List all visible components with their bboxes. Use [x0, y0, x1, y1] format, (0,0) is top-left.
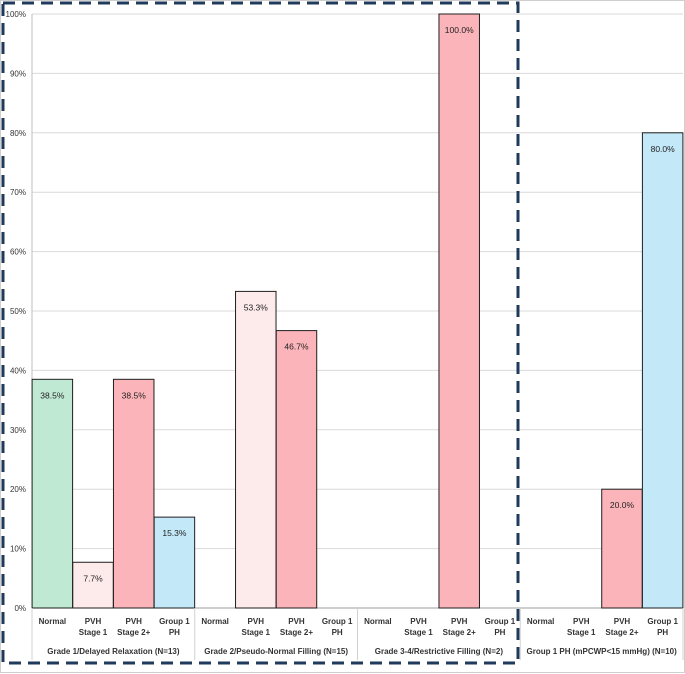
category-label: PH [494, 628, 505, 637]
category-label: PVH [125, 617, 142, 626]
category-label: Stage 2+ [605, 628, 638, 637]
x-axis: Normal PVH Stage 1 PVH Stage 2+ Group 1 PH Grad… [31, 608, 684, 660]
bar-group1_ph [641, 132, 684, 609]
bar-pvh_stage2 [601, 488, 643, 609]
data-label: 80.0% [651, 144, 676, 154]
highlight-dashed-box [1, 1, 520, 665]
data-label: 38.5% [122, 390, 147, 400]
bar-pvh_stage2 [438, 13, 480, 609]
category-label: Stage 1 [567, 628, 596, 637]
category-label: Normal [39, 617, 67, 626]
group-label: Group 1 PH (mPCWP<15 mmHg) (N=10) [527, 647, 678, 656]
category-label: Group 1 [159, 617, 190, 626]
category-label: Stage 2+ [443, 628, 476, 637]
group-label: Grade 2/Pseudo-Normal Filling (N=15) [204, 647, 348, 656]
category-label: Normal [364, 617, 392, 626]
data-label: 53.3% [244, 302, 269, 312]
y-tick-label: 70% [10, 188, 26, 197]
category-label: PH [169, 628, 180, 637]
y-tick-label: 30% [10, 426, 26, 435]
category-label: PH [332, 628, 343, 637]
category-label: Stage 1 [242, 628, 271, 637]
bar-normal [31, 378, 74, 609]
y-tick-label: 10% [10, 545, 26, 554]
highlight-box [1, 1, 520, 665]
data-label: 7.7% [83, 573, 103, 583]
data-label: 20.0% [610, 500, 635, 510]
category-label: PVH [410, 617, 427, 626]
y-tick-label: 80% [10, 129, 26, 138]
y-tick-label: 100% [6, 10, 26, 19]
y-tick-label: 40% [10, 366, 26, 375]
group-label: Grade 1/Delayed Relaxation (N=13) [47, 647, 180, 656]
bar-pvh_stage1 [72, 561, 114, 609]
bar-group1_ph [153, 516, 196, 609]
category-label: Group 1 [485, 617, 516, 626]
y-axis-ticks: 0% 10% 20% 30% 40% 50% 60% 70% 80% 90% 100% [6, 10, 26, 613]
category-label: PVH [248, 617, 265, 626]
category-label: Stage 1 [79, 628, 108, 637]
category-label: Group 1 [647, 617, 678, 626]
data-label: 15.3% [162, 528, 187, 538]
category-label: PVH [573, 617, 590, 626]
group-label: Grade 3-4/Restrictive Filling (N=2) [375, 647, 504, 656]
bar-pvh_stage2 [275, 330, 318, 609]
category-label: PVH [451, 617, 468, 626]
category-label: PVH [614, 617, 631, 626]
data-labels: 38.5% 7.7% 38.5% 15.3% 53.3% 46.7% 100.0% 20.0%… [40, 25, 675, 583]
data-label: 100.0% [445, 25, 474, 35]
data-label: 46.7% [284, 342, 309, 352]
category-label: Stage 1 [404, 628, 433, 637]
bar-pvh_stage1 [235, 290, 277, 609]
bar-pvh_stage2 [112, 378, 155, 609]
y-tick-label: 0% [14, 604, 26, 613]
bars [31, 13, 684, 609]
category-label: PVH [85, 617, 102, 626]
category-label: Group 1 [322, 617, 353, 626]
y-tick-label: 90% [10, 69, 26, 78]
category-label: Stage 2+ [117, 628, 150, 637]
y-tick-label: 20% [10, 485, 26, 494]
category-label: Stage 2+ [280, 628, 313, 637]
y-tick-label: 50% [10, 307, 26, 316]
data-label: 38.5% [40, 390, 65, 400]
category-label: PH [657, 628, 668, 637]
category-label: PVH [288, 617, 305, 626]
y-tick-label: 60% [10, 248, 26, 257]
category-label: Normal [527, 617, 555, 626]
category-label: Normal [201, 617, 229, 626]
